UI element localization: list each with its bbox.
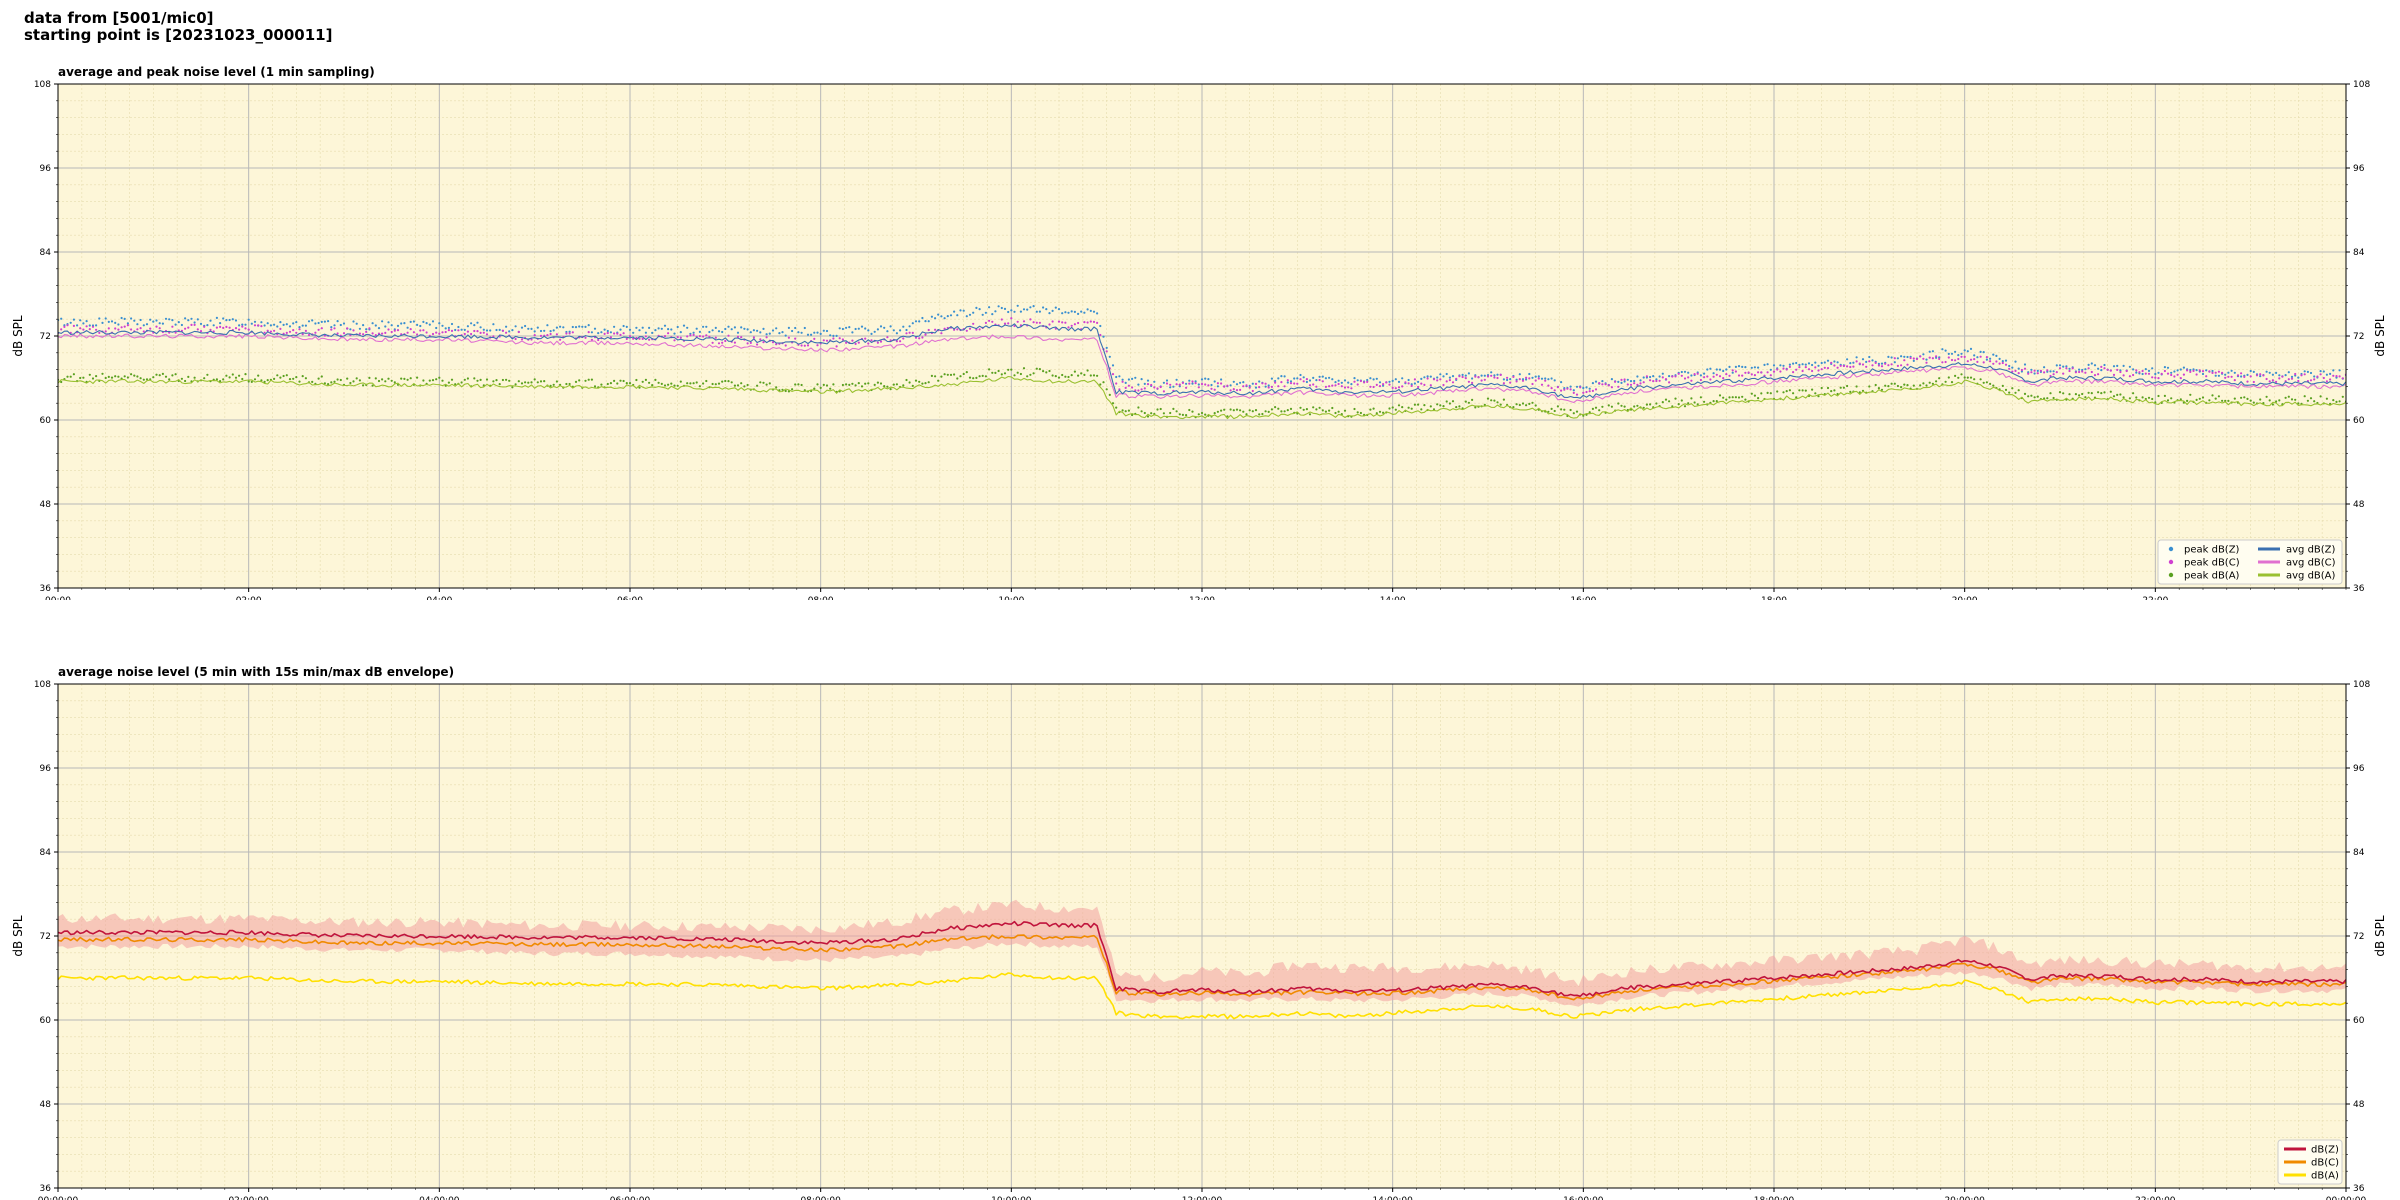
x-tick-label: 06:00 [617,596,643,600]
y-tick-label-right: 60 [2353,416,2365,426]
x-tick-label: 20:00:00 [1944,1196,1985,1200]
series-avg-db-a- [58,375,2346,420]
legend-entry: peak dB(Z) [2184,545,2240,556]
y-tick-label-right: 36 [2353,1184,2365,1194]
x-tick-label: 00:00:00 [38,1196,79,1200]
chart-envelope: average noise level (5 min with 15s min/… [11,665,2387,1200]
x-tick-label: 14:00 [1380,596,1406,600]
legend-entry: dB(C) [2311,1158,2339,1169]
y-axis-label-right: dB SPL [2373,915,2387,957]
y-tick-label-right: 48 [2353,1100,2365,1110]
x-tick-label: 10:00:00 [991,1196,1032,1200]
x-tick-label: 06:00:00 [610,1196,651,1200]
page-header: data from [5001/mic0] starting point is … [24,10,332,44]
y-tick-label-right: 48 [2353,500,2365,510]
y-tick-label-left: 96 [40,764,52,774]
legend-entry: avg dB(C) [2286,558,2336,569]
y-axis-label-right: dB SPL [2373,315,2387,357]
chart-title: average noise level (5 min with 15s min/… [58,665,454,679]
series-avg-db-z- [58,323,2346,399]
y-axis-label-left: dB SPL [11,315,25,357]
legend-entry: peak dB(A) [2184,571,2240,582]
y-tick-label-left: 108 [34,80,51,90]
y-tick-label-left: 96 [40,164,52,174]
x-tick-label: 00:00 [45,596,71,600]
series-db-z- [58,920,2346,998]
y-tick-label-right: 108 [2353,680,2370,690]
x-tick-label: 10:00 [998,596,1024,600]
x-tick-label: 04:00 [426,596,452,600]
y-tick-label-left: 60 [40,416,52,426]
y-tick-label-right: 36 [2353,584,2365,594]
y-tick-label-left: 36 [40,1184,52,1194]
y-tick-label-right: 72 [2353,332,2364,342]
starting-point-line: starting point is [20231023_000011] [24,26,333,44]
series-peak-db-c- [58,317,2346,396]
y-tick-label-right: 60 [2353,1016,2365,1026]
x-tick-label: 22:00 [2142,596,2168,600]
x-tick-label: 22:00:00 [2135,1196,2176,1200]
legend-entry: avg dB(A) [2286,571,2336,582]
y-tick-label-left: 72 [40,332,51,342]
x-tick-label: 08:00:00 [800,1196,841,1200]
y-tick-label-left: 48 [40,500,52,510]
legend-entry: dB(A) [2311,1171,2339,1182]
chart-title: average and peak noise level (1 min samp… [58,65,375,79]
source-line: data from [5001/mic0] [24,9,214,27]
y-tick-label-right: 108 [2353,80,2370,90]
x-tick-label: 18:00:00 [1754,1196,1795,1200]
series-avg-db-c- [58,333,2346,404]
x-tick-label: 12:00:00 [1182,1196,1223,1200]
x-tick-label: 16:00:00 [1563,1196,1604,1200]
y-tick-label-left: 108 [34,680,51,690]
x-tick-label: 14:00:00 [1372,1196,1413,1200]
legend: dB(Z) dB(C) dB(A) [2277,1139,2343,1185]
legend: peak dB(Z) peak dB(C) peak dB(A) avg dB(Z) a… [2157,539,2343,585]
x-tick-label: 20:00 [1952,596,1978,600]
legend-entry: dB(Z) [2311,1145,2339,1156]
series-db-c- [58,934,2346,1001]
y-axis-label-left: dB SPL [11,915,25,957]
legend-entry: avg dB(Z) [2286,545,2336,556]
y-tick-label-right: 72 [2353,932,2364,942]
y-tick-label-right: 96 [2353,164,2365,174]
series-db-a- [58,972,2346,1020]
x-tick-label: 02:00 [236,596,262,600]
x-tick-label: 08:00 [808,596,834,600]
y-tick-label-left: 84 [40,248,52,258]
y-tick-label-right: 84 [2353,248,2365,258]
x-tick-label: 16:00 [1570,596,1596,600]
x-tick-label: 18:00 [1761,596,1787,600]
x-tick-label: 12:00 [1189,596,1215,600]
y-tick-label-right: 96 [2353,764,2365,774]
chart-peak-average: average and peak noise level (1 min samp… [11,65,2387,600]
y-tick-label-left: 72 [40,932,51,942]
y-tick-label-right: 84 [2353,848,2365,858]
y-tick-label-left: 48 [40,1100,52,1110]
x-tick-label: 00:00:00 [2326,1196,2367,1200]
y-tick-label-left: 84 [40,848,52,858]
legend-entry: peak dB(C) [2184,558,2240,569]
y-tick-label-left: 60 [40,1016,52,1026]
y-tick-label-left: 36 [40,584,52,594]
x-tick-label: 02:00:00 [228,1196,269,1200]
x-tick-label: 04:00:00 [419,1196,460,1200]
